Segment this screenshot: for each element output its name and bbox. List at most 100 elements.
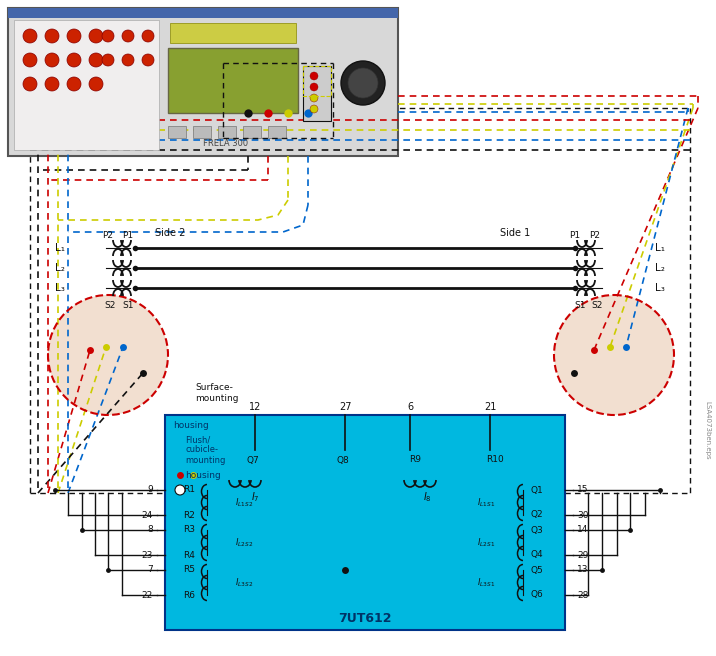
Circle shape bbox=[122, 30, 134, 42]
Circle shape bbox=[23, 29, 37, 43]
Circle shape bbox=[122, 54, 134, 66]
Circle shape bbox=[67, 53, 81, 67]
Bar bbox=[303, 66, 331, 96]
Circle shape bbox=[142, 30, 154, 42]
Text: Q2: Q2 bbox=[531, 510, 543, 520]
Text: 6: 6 bbox=[407, 402, 413, 412]
Text: R5: R5 bbox=[183, 565, 195, 575]
Text: 22: 22 bbox=[142, 590, 153, 600]
Bar bbox=[168, 126, 186, 138]
Text: R9: R9 bbox=[409, 455, 421, 464]
Text: Q6: Q6 bbox=[531, 590, 543, 600]
Bar bbox=[218, 126, 236, 138]
Text: Q1: Q1 bbox=[531, 485, 543, 495]
Text: R2: R2 bbox=[183, 510, 195, 520]
Circle shape bbox=[48, 295, 168, 415]
Circle shape bbox=[554, 295, 674, 415]
Text: 21: 21 bbox=[484, 402, 496, 412]
Text: Q8: Q8 bbox=[337, 455, 349, 464]
Text: R4: R4 bbox=[183, 550, 195, 560]
Text: 12: 12 bbox=[249, 402, 261, 412]
Text: P1: P1 bbox=[122, 230, 134, 239]
Text: S2: S2 bbox=[105, 300, 116, 310]
Text: $I_{L3S1}$: $I_{L3S1}$ bbox=[477, 576, 495, 588]
Text: P2: P2 bbox=[589, 230, 601, 239]
Text: L₃: L₃ bbox=[655, 283, 665, 293]
Text: 30: 30 bbox=[577, 510, 589, 520]
Bar bbox=[165, 415, 565, 630]
Text: housing: housing bbox=[185, 470, 221, 480]
Circle shape bbox=[348, 68, 378, 98]
Text: housing: housing bbox=[173, 420, 209, 430]
Text: $I_{L2S1}$: $I_{L2S1}$ bbox=[477, 536, 495, 549]
Bar bbox=[243, 126, 261, 138]
Text: L₁: L₁ bbox=[655, 243, 665, 253]
Text: Side 1: Side 1 bbox=[500, 228, 531, 238]
Bar bbox=[8, 8, 398, 18]
Text: L₂: L₂ bbox=[55, 263, 65, 273]
Text: L₃: L₃ bbox=[55, 283, 65, 293]
Text: Q4: Q4 bbox=[531, 550, 543, 560]
Bar bbox=[168, 48, 298, 113]
Circle shape bbox=[310, 94, 318, 102]
Circle shape bbox=[23, 77, 37, 91]
Text: S1: S1 bbox=[574, 300, 586, 310]
Text: R10: R10 bbox=[486, 455, 504, 464]
Text: $I_{L1S1}$: $I_{L1S1}$ bbox=[477, 496, 495, 509]
Text: Side 2: Side 2 bbox=[155, 228, 185, 238]
Circle shape bbox=[89, 77, 103, 91]
Text: 7: 7 bbox=[147, 565, 153, 575]
Circle shape bbox=[89, 29, 103, 43]
Text: 15: 15 bbox=[577, 485, 589, 495]
Text: $I_7$: $I_7$ bbox=[251, 490, 259, 504]
Text: $I_{L1S2}$: $I_{L1S2}$ bbox=[235, 496, 253, 509]
Bar bbox=[170, 23, 296, 43]
Text: $I_8$: $I_8$ bbox=[422, 490, 431, 504]
Circle shape bbox=[45, 77, 59, 91]
Text: S2: S2 bbox=[591, 300, 603, 310]
Circle shape bbox=[142, 54, 154, 66]
Circle shape bbox=[67, 77, 81, 91]
Text: Surface-
mounting: Surface- mounting bbox=[195, 383, 238, 403]
Text: 7UT612: 7UT612 bbox=[338, 611, 392, 625]
Circle shape bbox=[310, 83, 318, 91]
Text: 13: 13 bbox=[577, 565, 589, 575]
Text: Q7: Q7 bbox=[246, 455, 259, 464]
Text: 23: 23 bbox=[142, 550, 153, 560]
Text: 28: 28 bbox=[577, 590, 589, 600]
Circle shape bbox=[45, 29, 59, 43]
Text: 14: 14 bbox=[577, 525, 589, 535]
Text: $I_{L3S2}$: $I_{L3S2}$ bbox=[235, 576, 253, 588]
Text: L₁: L₁ bbox=[55, 243, 65, 253]
Circle shape bbox=[310, 105, 318, 113]
Text: 8: 8 bbox=[147, 525, 153, 535]
Circle shape bbox=[102, 54, 114, 66]
Circle shape bbox=[23, 53, 37, 67]
Text: S1: S1 bbox=[122, 300, 134, 310]
Text: 24: 24 bbox=[142, 510, 153, 520]
Text: Flush/
cubicle-
mounting: Flush/ cubicle- mounting bbox=[185, 435, 226, 465]
Text: 9: 9 bbox=[147, 485, 153, 495]
Text: R6: R6 bbox=[183, 590, 195, 600]
Text: $I_{L2S2}$: $I_{L2S2}$ bbox=[235, 536, 253, 549]
Text: R3: R3 bbox=[183, 525, 195, 535]
Circle shape bbox=[310, 72, 318, 80]
Text: R1: R1 bbox=[183, 485, 195, 495]
Circle shape bbox=[89, 53, 103, 67]
Bar bbox=[193, 126, 211, 138]
Bar bbox=[268, 126, 286, 138]
Text: LSA4073ben.eps: LSA4073ben.eps bbox=[704, 401, 710, 459]
Text: Q3: Q3 bbox=[531, 525, 543, 535]
Circle shape bbox=[175, 485, 185, 495]
Text: 27: 27 bbox=[339, 402, 352, 412]
Circle shape bbox=[67, 29, 81, 43]
Bar bbox=[303, 66, 331, 121]
Text: P1: P1 bbox=[569, 230, 581, 239]
Text: P2: P2 bbox=[102, 230, 114, 239]
Text: Q5: Q5 bbox=[531, 565, 543, 575]
Circle shape bbox=[102, 30, 114, 42]
Circle shape bbox=[341, 61, 385, 105]
Bar bbox=[14, 20, 159, 150]
Text: L₂: L₂ bbox=[655, 263, 665, 273]
Text: 29: 29 bbox=[577, 550, 589, 560]
